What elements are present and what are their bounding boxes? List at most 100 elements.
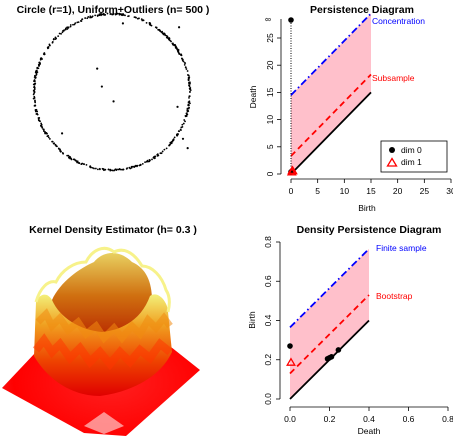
circle-sample-point bbox=[174, 43, 176, 46]
circle-sample-point bbox=[165, 147, 168, 150]
circle-sample-point bbox=[122, 14, 125, 16]
circle-sample-point bbox=[43, 53, 46, 56]
circle-sample-point bbox=[34, 99, 36, 102]
circle-sample-point bbox=[185, 68, 188, 70]
density-points bbox=[286, 343, 342, 366]
circle-sample-point bbox=[116, 168, 118, 171]
circle-sample-point bbox=[177, 48, 179, 51]
density-dim1-point bbox=[286, 357, 296, 366]
circle-sample-points bbox=[32, 12, 192, 172]
circle-sample-point bbox=[181, 123, 184, 126]
density-x-label: Death bbox=[358, 426, 381, 436]
circle-sample-point bbox=[159, 152, 162, 155]
circle-sample-point bbox=[120, 168, 123, 171]
dim1-point bbox=[287, 165, 298, 175]
circle-sample-point bbox=[125, 168, 128, 170]
circle-sample-point bbox=[42, 128, 45, 131]
circle-sample-point bbox=[115, 13, 118, 15]
circle-sample-point bbox=[175, 133, 178, 136]
circle-sample-point bbox=[171, 140, 173, 143]
kde-title: Kernel Density Estimator (h= 0.3 ) bbox=[29, 224, 197, 236]
circle-sample-point bbox=[85, 163, 88, 166]
circle-sample-point bbox=[154, 26, 157, 29]
circle-sample-point bbox=[162, 32, 164, 35]
bootstrap-label: Bootstrap bbox=[376, 291, 413, 301]
circle-sample-point bbox=[60, 32, 62, 35]
x-tick-label: 0.6 bbox=[403, 414, 415, 424]
circle-sample-point bbox=[161, 150, 164, 153]
circle-sample-point bbox=[122, 168, 125, 171]
circle-sample-point bbox=[188, 106, 190, 109]
circle-sample-point bbox=[165, 34, 168, 37]
circle-sample-point bbox=[45, 132, 48, 134]
circle-sample-point bbox=[163, 32, 166, 35]
circle-sample-point bbox=[76, 160, 79, 163]
legend-box bbox=[380, 140, 448, 173]
circle-title: Circle (r=1), Uniform+Outliers (n= 500 ) bbox=[17, 4, 210, 16]
x-tick-label: 0.2 bbox=[324, 414, 336, 424]
legend-dim1-marker bbox=[386, 157, 398, 167]
circle-sample-point bbox=[100, 14, 102, 17]
concentration-line bbox=[290, 12, 372, 96]
kde-rim bbox=[34, 246, 171, 313]
circle-sample-point bbox=[61, 31, 64, 34]
circle-sample-point bbox=[66, 28, 69, 30]
persistence-x-label: Birth bbox=[358, 203, 376, 213]
circle-sample-point bbox=[89, 165, 91, 168]
circle-sample-point bbox=[189, 91, 191, 93]
circle-sample-point bbox=[32, 83, 35, 86]
circle-sample-point bbox=[133, 16, 136, 18]
finite-sample-line bbox=[289, 248, 370, 329]
density-persistence-title: Density Persistence Diagram bbox=[297, 224, 442, 236]
circle-sample-point bbox=[118, 12, 121, 15]
persistence-band bbox=[291, 13, 371, 174]
subsample-label: Subsample bbox=[372, 73, 415, 83]
circle-sample-point bbox=[35, 109, 37, 111]
circle-outlier-point bbox=[176, 105, 179, 108]
circle-sample-point bbox=[159, 29, 161, 32]
circle-sample-point bbox=[34, 71, 37, 74]
circle-sample-point bbox=[144, 161, 146, 164]
circle-sample-point bbox=[72, 23, 74, 26]
circle-sample-point bbox=[151, 158, 153, 161]
circle-outlier-points bbox=[60, 22, 189, 150]
y-tick-label: 0.6 bbox=[263, 275, 273, 287]
density-band bbox=[290, 248, 369, 399]
circle-sample-point bbox=[145, 160, 148, 163]
circle-outlier-point bbox=[177, 26, 181, 29]
kde-jagged-band-lower bbox=[32, 333, 173, 371]
circle-sample-point bbox=[154, 155, 157, 158]
circle-sample-point bbox=[36, 66, 39, 69]
circle-sample-point bbox=[74, 22, 77, 25]
circle-sample-point bbox=[183, 119, 186, 121]
circle-sample-point bbox=[34, 101, 37, 104]
legend-dim1-label: dim 1 bbox=[401, 157, 422, 167]
circle-sample-point bbox=[54, 143, 57, 146]
circle-sample-point bbox=[149, 22, 152, 25]
circle-sample-point bbox=[66, 26, 69, 29]
persistence-x-ticks: 0 5 10 15 20 25 30 bbox=[289, 179, 453, 196]
circle-sample-point bbox=[37, 117, 40, 119]
circle-sample-point bbox=[170, 40, 172, 43]
circle-sample-point bbox=[142, 19, 145, 22]
x-tick-label: 0.0 bbox=[284, 414, 296, 424]
y-tick-label: 20 bbox=[265, 60, 275, 70]
circle-sample-point bbox=[180, 126, 183, 129]
circle-sample-point bbox=[87, 16, 90, 18]
circle-sample-point bbox=[163, 148, 166, 151]
circle-sample-point bbox=[55, 37, 58, 40]
circle-sample-point bbox=[178, 130, 181, 133]
density-y-ticks: 0.0 0.2 0.4 0.6 0.8 bbox=[263, 236, 280, 405]
x-tick-label: 0 bbox=[289, 186, 294, 196]
circle-sample-point bbox=[96, 15, 99, 17]
circle-sample-point bbox=[41, 58, 43, 60]
circle-sample-point bbox=[161, 30, 163, 33]
circle-sample-point bbox=[36, 112, 38, 115]
circle-sample-point bbox=[59, 150, 62, 153]
circle-outlier-point bbox=[96, 67, 99, 70]
circle-sample-point bbox=[33, 91, 36, 94]
circle-sample-point bbox=[33, 89, 35, 92]
subsample-line bbox=[290, 73, 372, 157]
density-dim0-point bbox=[328, 354, 335, 360]
circle-sample-point bbox=[186, 107, 189, 110]
